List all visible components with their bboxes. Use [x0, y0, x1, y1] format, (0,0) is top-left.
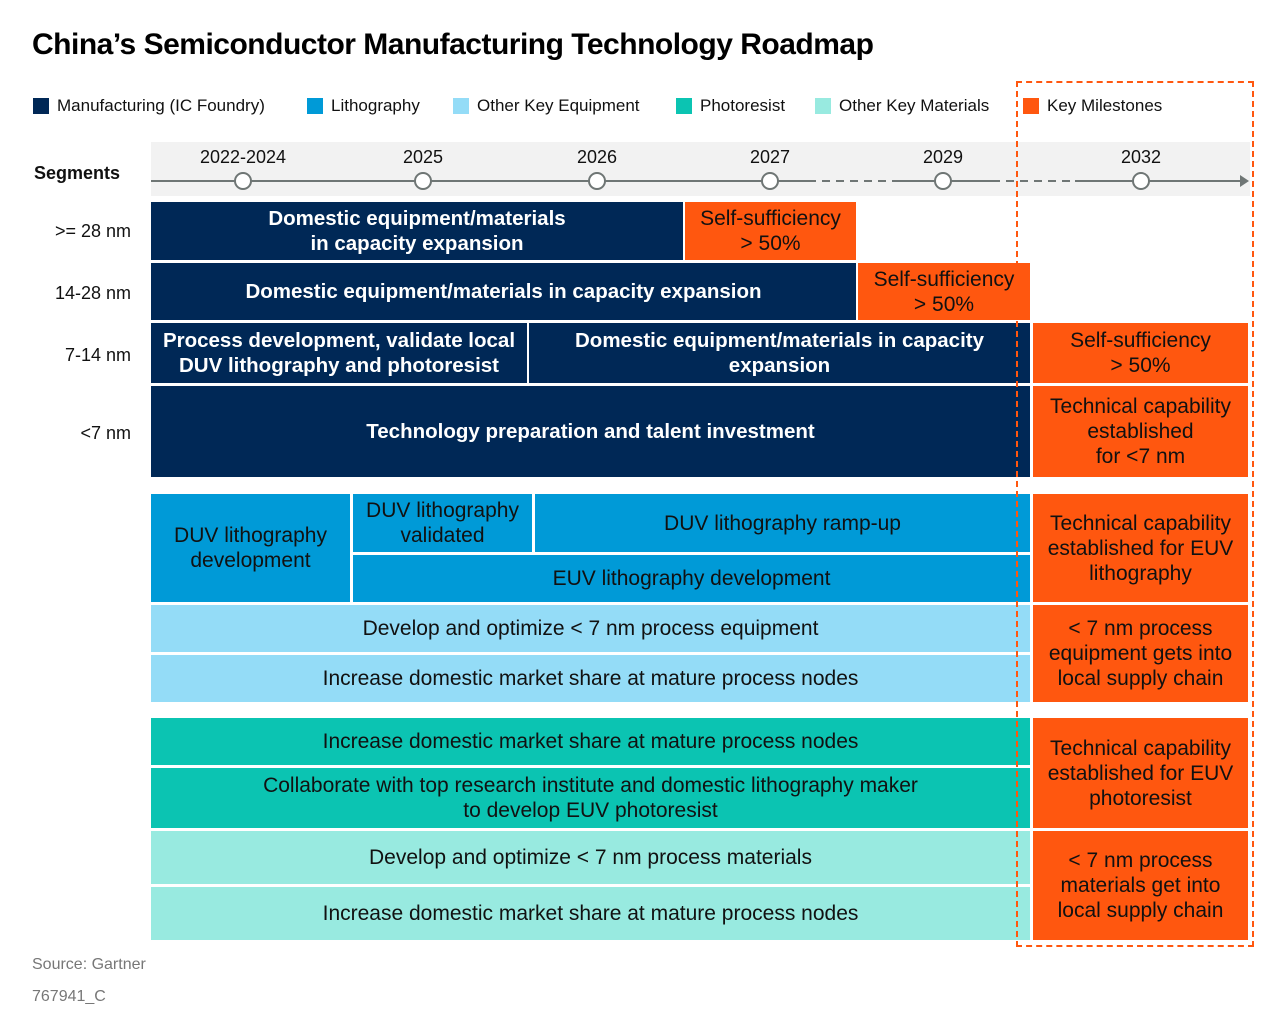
milestone-r1: Self-sufficiency > 50%: [685, 202, 856, 260]
block-equip-optimize: Develop and optimize < 7 nm process equi…: [151, 605, 1030, 652]
legend-swatch: [1023, 98, 1039, 114]
year-label: 2027: [749, 147, 791, 167]
block-mat-market-share: Increase domestic market share at mature…: [151, 887, 1030, 940]
year-label: 2025: [402, 147, 444, 167]
legend-label: Lithography: [331, 96, 420, 115]
legend-other-key-materials: Other Key Materials: [815, 96, 989, 116]
row-label-28nm-plus: >= 28 nm: [54, 221, 131, 241]
legend-swatch: [307, 98, 323, 114]
block-photo-market-share: Increase domestic market share at mature…: [151, 718, 1030, 765]
milestone-r4: Technical capability established for <7 …: [1033, 386, 1248, 477]
block-photo-euv: Collaborate with top research institute …: [151, 768, 1030, 828]
year-label: 2032: [1120, 147, 1162, 167]
legend-swatch: [33, 98, 49, 114]
block-r3-process-dev: Process development, validate local DUV …: [151, 323, 527, 383]
legend-label: Manufacturing (IC Foundry): [57, 96, 265, 115]
legend-swatch: [815, 98, 831, 114]
page-title: China’s Semiconductor Manufacturing Tech…: [32, 28, 874, 61]
segments-label: Segments: [34, 163, 121, 183]
block-equip-market-share: Increase domestic market share at mature…: [151, 655, 1030, 702]
block-duv-validated: DUV lithography validated: [353, 494, 532, 552]
timeline-marker: [234, 172, 252, 190]
year-label: 2026: [576, 147, 618, 167]
row-label-7-14nm: 7-14 nm: [64, 345, 131, 365]
legend-label: Other Key Materials: [839, 96, 990, 115]
block-r2-expansion: Domestic equipment/materials in capacity…: [151, 263, 856, 320]
milestone-euv-litho: Technical capability established for EUV…: [1033, 494, 1248, 602]
milestone-r2: Self-sufficiency > 50%: [858, 263, 1030, 320]
legend-swatch: [676, 98, 692, 114]
timeline-marker: [1132, 172, 1150, 190]
milestone-r3: Self-sufficiency > 50%: [1033, 323, 1248, 383]
timeline-marker: [414, 172, 432, 190]
legend-label: Key Milestones: [1047, 96, 1163, 115]
row-label-below-7nm: <7 nm: [80, 423, 131, 443]
legend-manufacturing: Manufacturing (IC Foundry): [33, 96, 265, 116]
timeline-axis: [151, 175, 1249, 187]
block-mat-optimize: Develop and optimize < 7 nm process mate…: [151, 831, 1030, 884]
figure-id: 767941_C: [32, 988, 106, 1005]
block-r3-expansion: Domestic equipment/materials in capacity…: [529, 323, 1030, 383]
block-duv-development: DUV lithography development: [151, 494, 350, 602]
block-euv-development: EUV lithography development: [353, 555, 1030, 602]
block-r4-tech-prep: Technology preparation and talent invest…: [151, 386, 1030, 477]
legend-label: Photoresist: [700, 96, 786, 115]
block-r1-expansion: Domestic equipment/materials in capacity…: [151, 202, 683, 260]
arrow-right-icon: [1240, 175, 1249, 187]
legend-photoresist: Photoresist: [676, 96, 785, 116]
timeline-marker: [761, 172, 779, 190]
legend-other-key-equipment: Other Key Equipment: [453, 96, 640, 116]
row-label-14-28nm: 14-28 nm: [54, 283, 131, 303]
milestone-materials: < 7 nm process materials get into local …: [1033, 831, 1248, 940]
block-duv-rampup: DUV lithography ramp-up: [535, 494, 1030, 552]
legend-label: Other Key Equipment: [477, 96, 640, 115]
legend-key-milestones: Key Milestones: [1023, 96, 1162, 116]
year-label: 2022-2024: [199, 147, 287, 167]
legend-swatch: [453, 98, 469, 114]
milestone-equip: < 7 nm process equipment gets into local…: [1033, 605, 1248, 702]
source-note: Source: Gartner: [32, 956, 146, 973]
timeline-marker: [934, 172, 952, 190]
timeline-band: [151, 142, 1250, 196]
year-label: 2029: [922, 147, 964, 167]
legend-lithography: Lithography: [307, 96, 420, 116]
milestone-photoresist: Technical capability established for EUV…: [1033, 718, 1248, 828]
timeline-marker: [588, 172, 606, 190]
